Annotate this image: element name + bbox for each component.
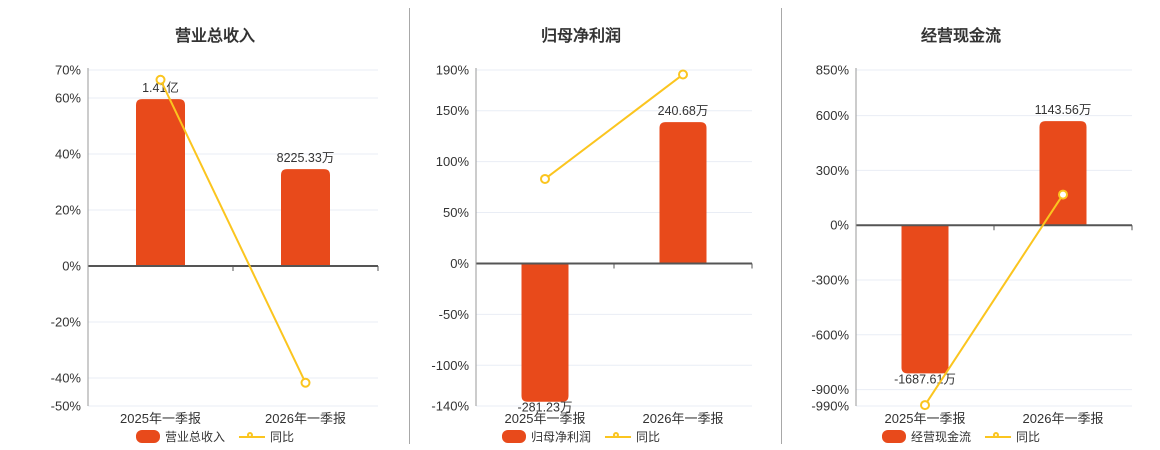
x-category-label: 2025年一季报 <box>505 411 586 426</box>
legend-label: 归母净利润 <box>530 430 591 444</box>
chart-legend: 归母净利润 同比 <box>501 428 660 445</box>
y-tick-label: -100% <box>431 358 469 373</box>
legend-label: 经营现金流 <box>910 430 971 444</box>
y-tick-label: 50% <box>443 205 469 220</box>
y-tick-label: 0% <box>62 259 81 274</box>
revenue-chart-canvas: 70% 60% 40% 20% 0% -20% -40% -50% 1.41亿 8225.33万 2… <box>51 63 379 426</box>
bar-swatch-icon <box>135 430 160 443</box>
y-tick-label: 850% <box>816 63 850 78</box>
yoy-line[interactable] <box>924 194 1064 406</box>
bar-2026q1[interactable] <box>281 169 330 266</box>
legend-label: 同比 <box>270 430 295 444</box>
y-tick-label: 600% <box>816 108 850 123</box>
panel-cash-flow: 经营现金流 850% 600% 300% 0% -300% -600% -900% -990%… <box>782 0 1160 450</box>
panel-divider <box>781 8 782 444</box>
y-tick-label: -140% <box>431 399 469 414</box>
y-tick-label: -990% <box>811 399 849 414</box>
y-tick-label: -50% <box>439 307 470 322</box>
chart-title-cash-flow: 经营现金流 <box>920 28 1002 46</box>
bar-value-label: -281.23万 <box>518 401 573 415</box>
bar-value-label: 1143.56万 <box>1035 103 1092 117</box>
y-tick-label: 60% <box>55 91 81 106</box>
yoy-marker-2026q1[interactable] <box>1058 189 1068 200</box>
bar-value-label: 8225.33万 <box>277 151 335 165</box>
bar-value-label: 1.41亿 <box>142 80 179 95</box>
yoy-marker-2025q1[interactable] <box>540 173 550 184</box>
bar-value-label: -1687.61万 <box>894 372 956 386</box>
y-tick-label: -40% <box>51 371 82 386</box>
y-tick-label: 20% <box>55 203 81 218</box>
panel-revenue: 营业总收入 70% 60% 40% 20% 0% -20% -40% -50% 1.41亿 822… <box>0 0 410 450</box>
chart-legend: 经营现金流 同比 <box>881 428 1040 445</box>
x-category-label: 2026年一季报 <box>265 411 346 426</box>
bar-2026q1[interactable] <box>1039 121 1087 226</box>
y-tick-label: 150% <box>436 103 470 118</box>
bar-2026q1[interactable] <box>659 122 707 264</box>
bar-2025q1[interactable] <box>901 225 949 374</box>
yoy-marker-2026q1[interactable] <box>678 69 688 80</box>
legend-item-line-series[interactable]: 同比 <box>605 428 660 445</box>
x-category-label: 2025年一季报 <box>120 411 201 426</box>
bar-swatch-icon <box>501 430 526 443</box>
legend-label: 同比 <box>636 430 661 444</box>
yoy-marker-2026q1[interactable] <box>300 377 311 388</box>
line-marker-icon <box>239 431 265 442</box>
bar-2025q1[interactable] <box>521 263 569 402</box>
yoy-marker-2025q1[interactable] <box>155 74 166 85</box>
legend-item-bar-series[interactable]: 营业总收入 <box>135 428 225 445</box>
chart-title-revenue: 营业总收入 <box>174 28 256 46</box>
y-tick-label: -900% <box>811 382 849 397</box>
y-tick-label: 190% <box>436 63 470 78</box>
chart-title-net-profit: 归母净利润 <box>540 28 622 46</box>
y-tick-label: 40% <box>55 147 81 162</box>
x-category-label: 2026年一季报 <box>1023 411 1104 426</box>
cash-flow-chart-canvas: 850% 600% 300% 0% -300% -600% -900% -990% -1687.… <box>811 63 1133 426</box>
bar-swatch-icon <box>881 430 906 443</box>
line-marker-icon <box>605 431 631 442</box>
panel-net-profit: 归母净利润 190% 150% 100% 50% 0% -50% -100% -140% -28… <box>410 0 782 450</box>
legend-label: 同比 <box>1016 430 1041 444</box>
y-tick-label: 300% <box>816 163 850 178</box>
legend-item-bar-series[interactable]: 经营现金流 <box>881 428 971 445</box>
chart-legend: 营业总收入 同比 <box>135 428 294 445</box>
legend-item-line-series[interactable]: 同比 <box>985 428 1040 445</box>
legend-item-bar-series[interactable]: 归母净利润 <box>501 428 591 445</box>
x-category-label: 2025年一季报 <box>885 411 966 426</box>
yoy-line[interactable] <box>544 73 684 180</box>
panel-divider <box>409 8 410 444</box>
yoy-marker-2025q1[interactable] <box>920 400 930 411</box>
y-tick-label: 70% <box>55 63 81 78</box>
y-tick-label: -600% <box>811 327 849 342</box>
bar-2025q1[interactable] <box>136 99 185 267</box>
net-profit-chart-canvas: 190%150%100%50%0%-50%-100%-140% -281.23万2… <box>431 63 753 426</box>
y-tick-label: 0% <box>830 218 849 233</box>
y-tick-label: -50% <box>51 399 82 414</box>
yoy-line[interactable] <box>159 79 307 384</box>
y-tick-label: 0% <box>450 256 469 271</box>
y-tick-label: -20% <box>51 315 82 330</box>
y-tick-label: -300% <box>811 273 849 288</box>
legend-label: 营业总收入 <box>164 430 225 444</box>
y-tick-label: 100% <box>436 154 470 169</box>
x-category-label: 2026年一季报 <box>643 411 724 426</box>
legend-item-line-series[interactable]: 同比 <box>239 428 294 445</box>
line-marker-icon <box>985 431 1011 442</box>
bar-value-label: 240.68万 <box>658 104 709 118</box>
